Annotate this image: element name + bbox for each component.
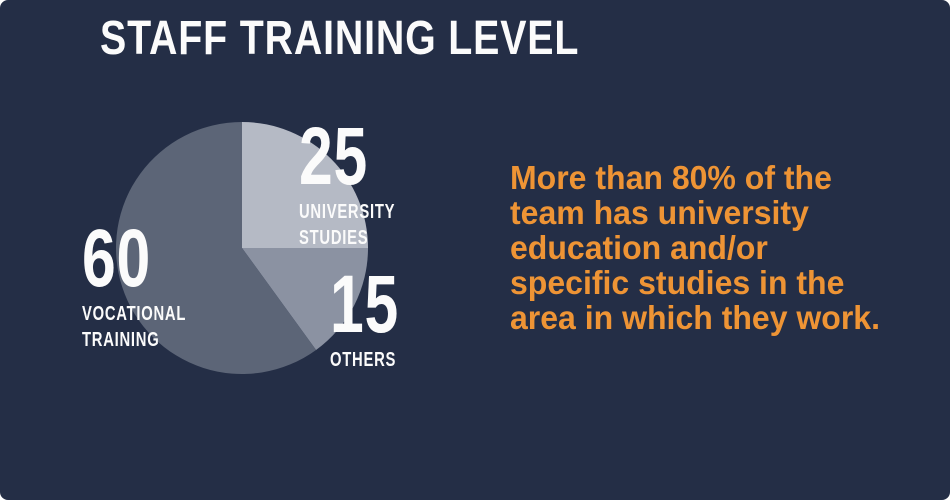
annotation-line: More than 80% of the (510, 159, 832, 196)
annotation-line: education and/or (510, 229, 768, 266)
slice-label-university-studies: 25 UNIVERSITY STUDIES (299, 111, 396, 251)
pie-slice (116, 122, 317, 374)
pie-slice (242, 248, 368, 350)
annotation-line: specific studies in the (510, 264, 845, 301)
annotation-line: area in which they work. (510, 299, 881, 336)
page-title: STAFF TRAINING LEVEL (100, 12, 580, 65)
slice-label-others: 15 OTHERS (330, 259, 399, 373)
slice-value-university: 25 (299, 111, 368, 202)
slice-name-vocational: VOCATIONAL TRAINING (82, 303, 187, 351)
pie-slice (242, 122, 368, 248)
annotation-text: More than 80% of the team has university… (510, 160, 880, 335)
annotation-line: team has university (510, 194, 809, 231)
slice-value-vocational: 60 (82, 213, 151, 304)
pie-chart (116, 122, 368, 374)
slice-label-vocational-training: 60 VOCATIONAL TRAINING (82, 213, 187, 353)
slice-name-university: UNIVERSITY STUDIES (299, 201, 396, 249)
slice-name-others: OTHERS (330, 349, 397, 371)
slice-value-others: 15 (330, 259, 399, 350)
